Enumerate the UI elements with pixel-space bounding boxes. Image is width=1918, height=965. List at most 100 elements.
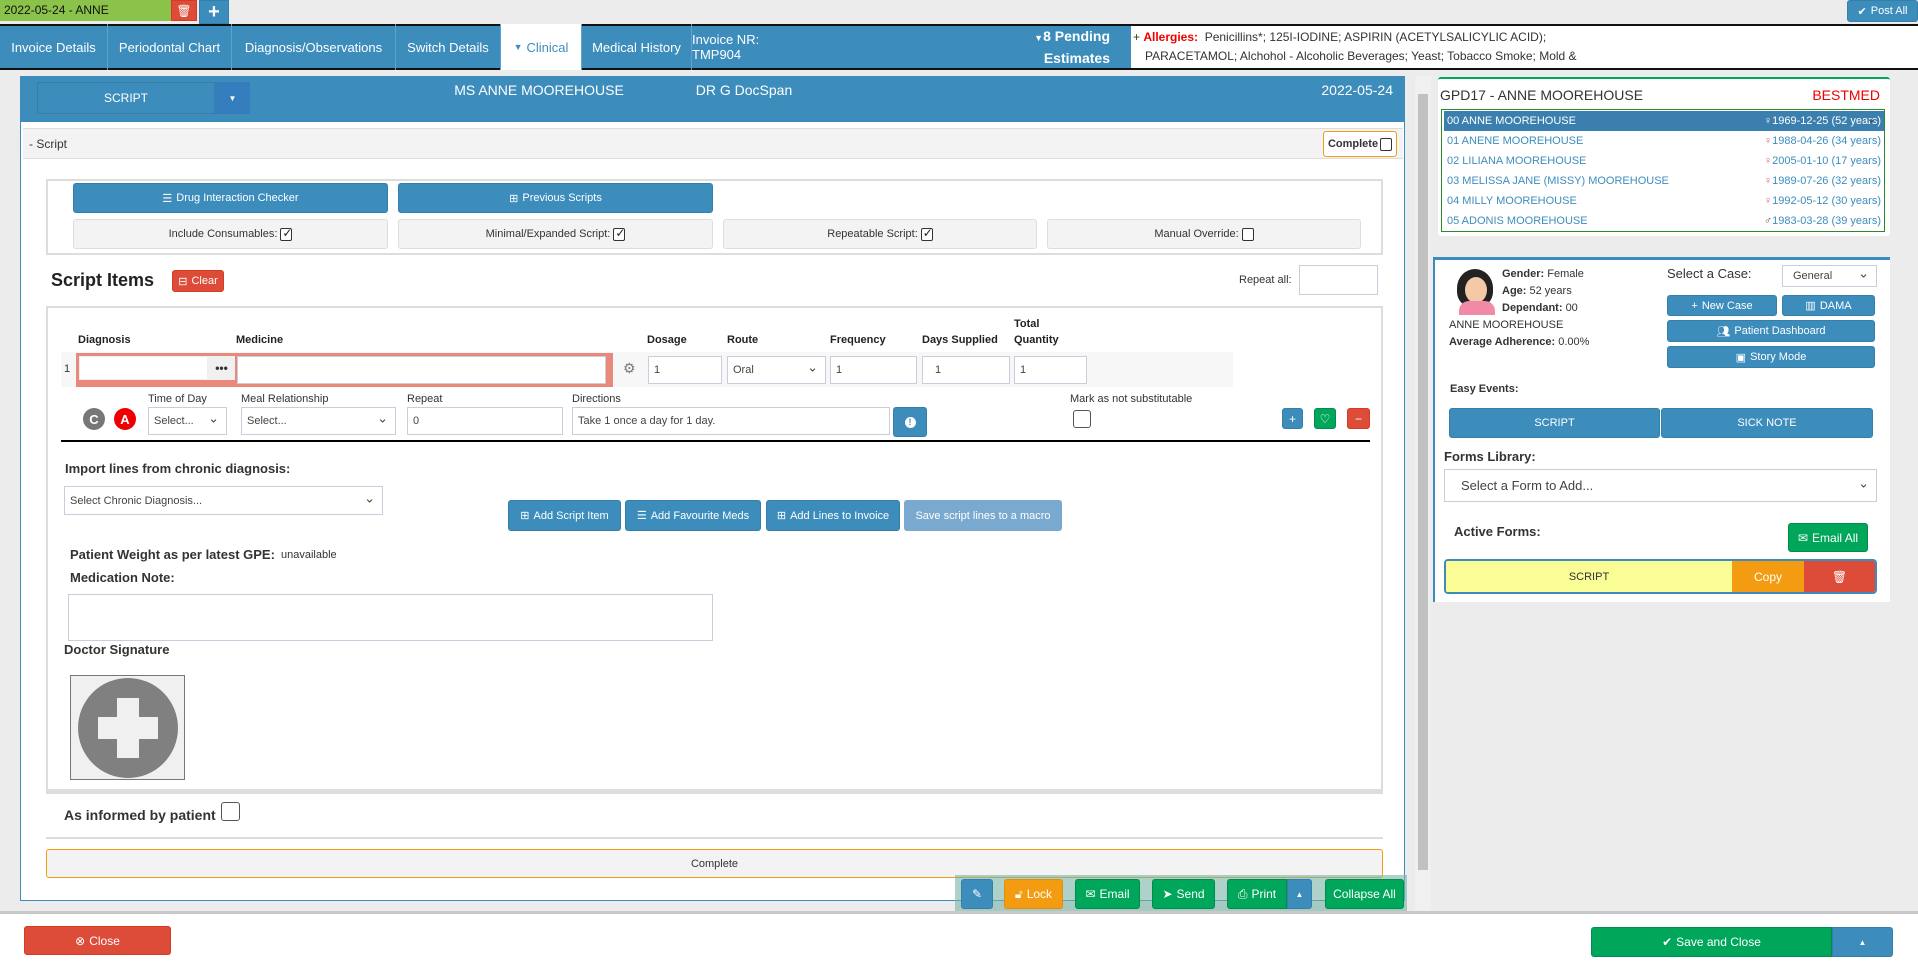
complete-button[interactable]: Complete <box>46 849 1383 878</box>
diagnosis-lookup-button[interactable]: ••• <box>208 356 235 380</box>
print-button[interactable]: ⎙ Print <box>1227 879 1287 909</box>
plus-icon: + <box>208 0 220 23</box>
minimal-expanded-checkbox[interactable] <box>613 226 625 241</box>
pending-estimates[interactable]: ▼8 Pending Estimates <box>1020 26 1110 68</box>
family-member-row[interactable]: 03 MELISSA JANE (MISSY) MOOREHOUSE ♀1989-… <box>1444 171 1884 191</box>
add-tab-button[interactable]: + <box>199 0 229 24</box>
tab-invoice-details[interactable]: Invoice Details <box>0 24 108 70</box>
route-select[interactable]: Oral <box>727 356 826 384</box>
informed-checkbox[interactable] <box>221 802 240 821</box>
family-member-row[interactable]: 00 ANNE MOOREHOUSE ♀1969-12-25 (52 years) <box>1444 111 1884 131</box>
family-member-row[interactable]: 02 LILIANA MOOREHOUSE ♀2005-01-10 (17 yea… <box>1444 151 1884 171</box>
chronic-badge[interactable]: C <box>83 408 105 430</box>
include-consumables-option[interactable]: Include Consumables: <box>73 219 388 249</box>
post-all-button[interactable]: ✔ Post All <box>1847 0 1918 22</box>
complete-toggle[interactable]: Complete <box>1323 131 1397 157</box>
age-value: 52 years <box>1529 285 1572 297</box>
easy-events-label: Easy Events: <box>1450 383 1519 395</box>
directions-info-button[interactable]: ! <box>893 407 927 437</box>
add-script-item-button[interactable]: ⊞ Add Script Item <box>508 500 621 531</box>
total-quantity-input[interactable]: 1 <box>1014 356 1087 384</box>
caret-up-icon: ▲ <box>1858 937 1867 947</box>
tab-clinical-label: Clinical <box>526 39 569 55</box>
tab-periodontal-chart[interactable]: Periodontal Chart <box>108 24 232 70</box>
include-consumables-checkbox[interactable] <box>280 226 292 241</box>
print-options-button[interactable]: ▲ <box>1287 879 1312 909</box>
gears-icon[interactable]: ⚙ <box>623 360 636 376</box>
manual-override-checkbox[interactable] <box>1241 227 1254 241</box>
delete-tab-button[interactable]: 🗑 <box>171 0 197 21</box>
patient-dashboard-button[interactable]: 👥︎ Patient Dashboard <box>1667 320 1875 342</box>
days-supplied-input[interactable]: 1 <box>922 356 1010 384</box>
time-of-day-select[interactable]: Select... <box>148 407 227 435</box>
drug-interaction-button[interactable]: ☰ Drug Interaction Checker <box>73 183 388 213</box>
repeatable-script-option[interactable]: Repeatable Script: <box>723 219 1037 249</box>
minimal-expanded-option[interactable]: Minimal/Expanded Script: <box>398 219 713 249</box>
favourite-button[interactable]: ♡ <box>1314 408 1336 429</box>
add-lines-invoice-label: Add Lines to Invoice <box>790 509 890 522</box>
repeat-input[interactable]: 0 <box>407 407 563 435</box>
tab-switch-details[interactable]: Switch Details <box>396 24 501 70</box>
not-substitutable-checkbox[interactable] <box>1073 410 1091 428</box>
medicine-input[interactable] <box>237 356 606 384</box>
forms-library-select[interactable]: Select a Form to Add... <box>1444 469 1877 502</box>
add-favourite-meds-button[interactable]: ☰ Add Favourite Meds <box>625 500 761 531</box>
frequency-input[interactable]: 1 <box>830 356 917 384</box>
edit-button[interactable]: ✎ <box>961 879 993 909</box>
remove-line-button[interactable]: − <box>1347 408 1370 429</box>
active-form-open[interactable]: SCRIPT <box>1446 561 1732 592</box>
session-tab[interactable]: 2022-05-24 - ANNE <box>0 0 171 21</box>
dama-button[interactable]: ▥ DAMA <box>1782 295 1875 316</box>
tab-diagnosis-observations[interactable]: Diagnosis/Observations <box>232 24 396 70</box>
form-date: 2022-05-24 <box>1321 82 1393 98</box>
delete-form-button[interactable]: 🗑 <box>1804 561 1875 592</box>
close-button[interactable]: ⊗ Close <box>24 926 171 955</box>
tab-clinical[interactable]: ▼ Clinical <box>501 24 582 70</box>
lock-button[interactable]: 🔓︎ Lock <box>1004 879 1063 909</box>
easy-script-button[interactable]: SCRIPT <box>1449 408 1660 438</box>
chronic-diagnosis-select[interactable]: Select Chronic Diagnosis... <box>64 486 383 515</box>
repeat-all-label: Repeat all: <box>1239 274 1292 286</box>
medication-note-input[interactable] <box>68 594 713 641</box>
case-select[interactable]: General <box>1782 265 1877 287</box>
dosage-input[interactable]: 1 <box>648 356 722 384</box>
add-lines-invoice-button[interactable]: ⊞ Add Lines to Invoice <box>766 500 900 531</box>
script-items-box <box>46 306 1383 794</box>
new-case-button[interactable]: + New Case <box>1667 295 1777 316</box>
tab-medical-history[interactable]: Medical History <box>582 24 692 70</box>
meal-relationship-select[interactable]: Select... <box>241 407 396 435</box>
clear-button[interactable]: ⊟ Clear <box>172 270 224 292</box>
family-member-row[interactable]: 04 MILLY MOOREHOUSE ♀1992-05-12 (30 years… <box>1444 191 1884 211</box>
story-mode-button[interactable]: ▣ Story Mode <box>1667 346 1875 368</box>
manual-override-option[interactable]: Manual Override: <box>1047 219 1361 249</box>
acute-badge[interactable]: A <box>114 408 136 430</box>
form-select-dropdown[interactable]: ▼ <box>215 82 250 114</box>
copy-form-button[interactable]: Copy <box>1732 561 1804 592</box>
script-section-header[interactable] <box>23 128 1403 159</box>
family-member-row[interactable]: 05 ADONIS MOOREHOUSE ♂1983-03-28 (39 year… <box>1444 211 1884 231</box>
add-signature-button[interactable] <box>70 675 185 780</box>
save-macro-button[interactable]: Save script lines to a macro <box>904 500 1062 531</box>
complete-checkbox[interactable] <box>1380 137 1393 151</box>
easy-sick-note-button[interactable]: SICK NOTE <box>1661 408 1873 438</box>
pending-label: Estimates <box>1043 50 1110 66</box>
family-member-row[interactable]: 01 ANENE MOOREHOUSE ♀1988-04-26 (34 years… <box>1444 131 1884 151</box>
save-options-button[interactable]: ▲ <box>1832 927 1893 957</box>
plus-icon: + <box>1691 299 1698 312</box>
email-button[interactable]: ✉ Email <box>1075 879 1140 909</box>
form-select[interactable]: SCRIPT <box>37 82 215 114</box>
send-button[interactable]: ➤ Send <box>1152 879 1215 909</box>
directions-input[interactable]: Take 1 once a day for 1 day. <box>572 407 890 435</box>
save-and-close-button[interactable]: ✔ Save and Close <box>1591 927 1832 957</box>
diagnosis-input[interactable] <box>79 356 208 380</box>
repeatable-script-checkbox[interactable] <box>920 226 933 241</box>
collapse-all-button[interactable]: Collapse All <box>1325 879 1404 909</box>
main-scrollbar[interactable] <box>1415 76 1431 911</box>
email-all-button[interactable]: ✉ Email All <box>1788 523 1868 552</box>
repeat-all-input[interactable] <box>1299 265 1378 295</box>
previous-scripts-button[interactable]: ⊞ Previous Scripts <box>398 183 713 213</box>
member-name: 00 ANNE MOOREHOUSE <box>1447 115 1576 127</box>
dependant-label: Dependant: <box>1502 302 1563 314</box>
right-scrollbar[interactable] <box>1893 76 1918 911</box>
add-line-button[interactable]: + <box>1282 408 1303 429</box>
